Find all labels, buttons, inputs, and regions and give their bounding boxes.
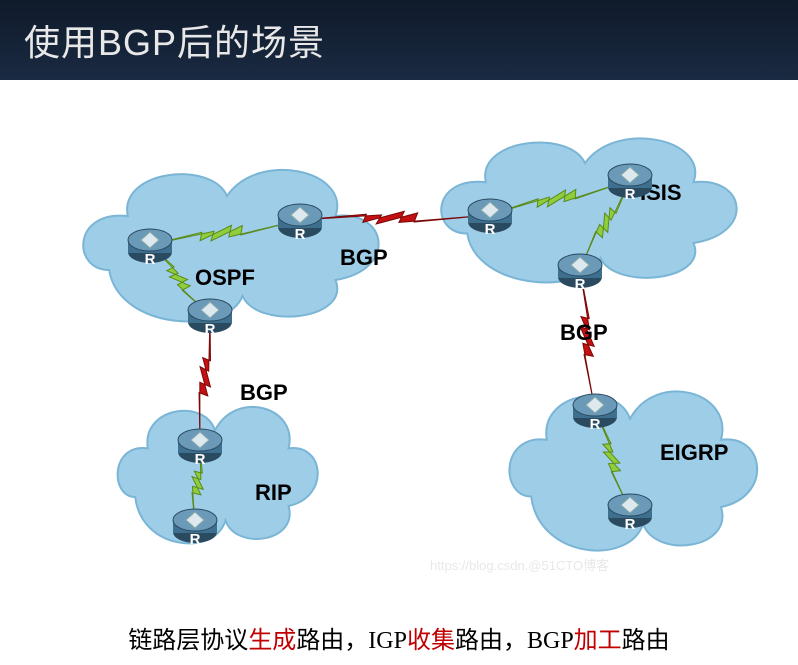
slide-title: 使用BGP后的场景 — [24, 14, 325, 66]
footer-part: 加工 — [574, 628, 622, 654]
router-isis_r1: R — [465, 190, 515, 240]
footer-part: 生成 — [248, 628, 296, 654]
network-diagram: OSPFISISRIPEIGRPBGPBGPBGPRRRRRRRRRR — [0, 80, 798, 610]
bgp-label: BGP — [240, 380, 288, 406]
svg-text:R: R — [625, 516, 636, 533]
bgp-label: BGP — [560, 320, 608, 346]
svg-text:R: R — [625, 186, 636, 203]
svg-text:R: R — [485, 221, 496, 238]
router-ospf_r2: R — [275, 195, 325, 245]
footer-part: 链路层协议 — [128, 628, 248, 654]
router-rip_r1: R — [175, 420, 225, 470]
cloud-label-eigrp: EIGRP — [660, 440, 728, 466]
svg-text:R: R — [190, 531, 201, 548]
footer-part: 路由，BGP — [455, 628, 574, 654]
cloud-label-rip: RIP — [255, 480, 292, 506]
router-ospf_r1: R — [125, 220, 175, 270]
svg-text:R: R — [295, 226, 306, 243]
router-isis_r3: R — [555, 245, 605, 295]
footer-part: 路由 — [622, 628, 670, 654]
svg-text:R: R — [575, 276, 586, 293]
svg-text:R: R — [205, 321, 216, 338]
footer-part: 收集 — [407, 628, 455, 654]
svg-text:R: R — [590, 416, 601, 433]
footer-part: 路由，IGP — [296, 628, 407, 654]
svg-text:R: R — [195, 451, 206, 468]
bgp-label: BGP — [340, 245, 388, 271]
router-rip_r2: R — [170, 500, 220, 550]
router-ospf_r3: R — [185, 290, 235, 340]
router-eigrp_r2: R — [605, 485, 655, 535]
svg-text:R: R — [145, 251, 156, 268]
link-bolt — [300, 200, 491, 235]
router-eigrp_r1: R — [570, 385, 620, 435]
footer-caption: 链路层协议生成路由，IGP收集路由，BGP加工路由 — [0, 620, 798, 655]
router-isis_r2: R — [605, 155, 655, 205]
slide-header: 使用BGP后的场景 — [0, 0, 798, 80]
